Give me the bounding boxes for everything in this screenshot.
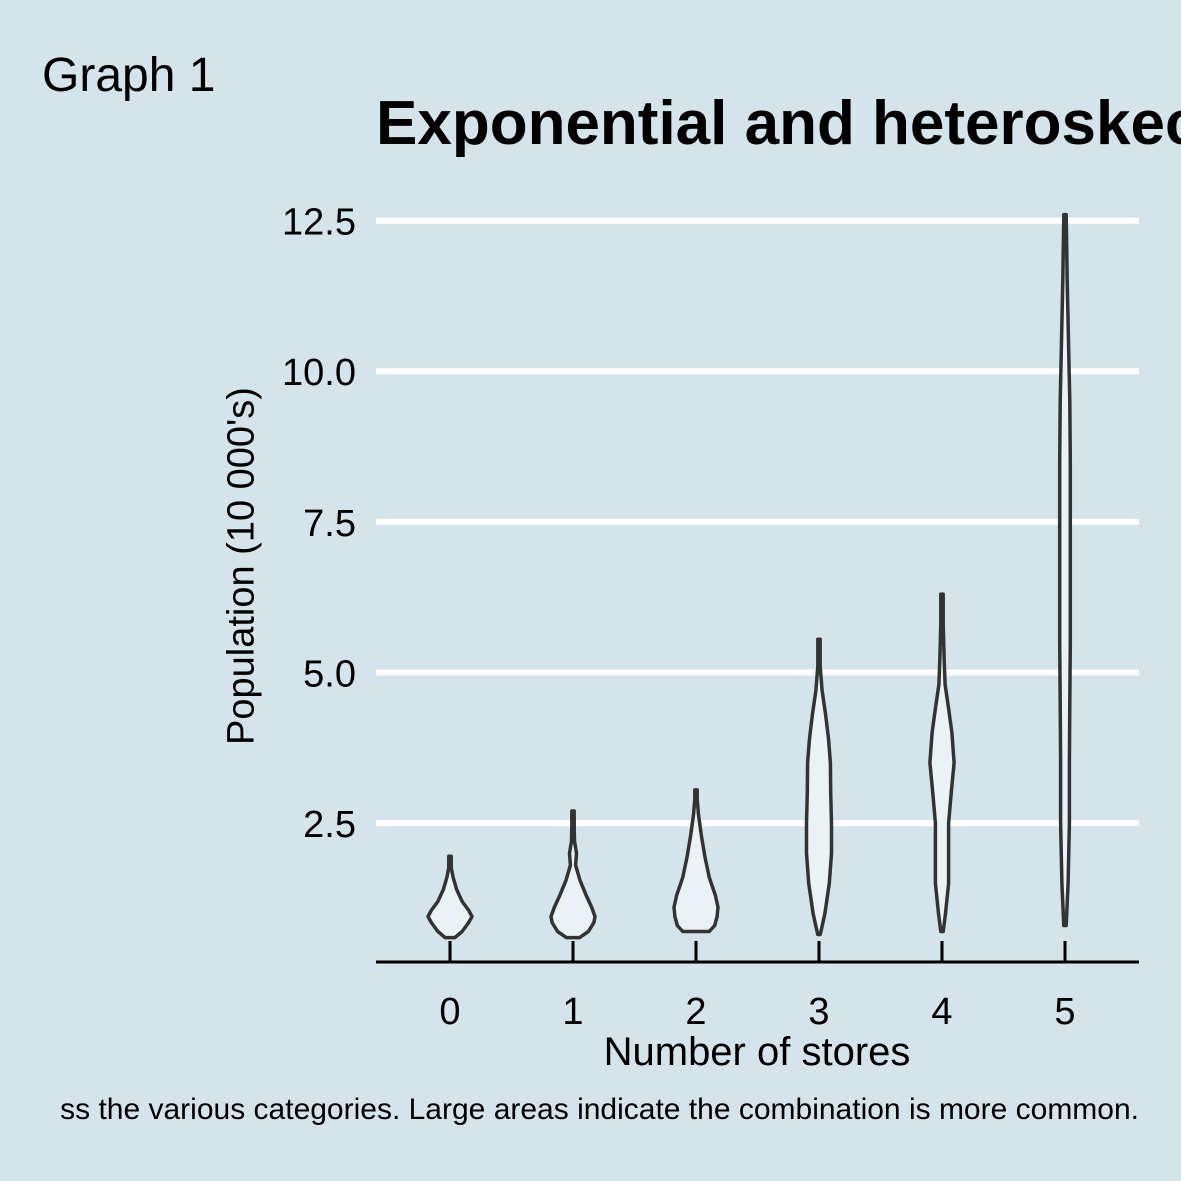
x-tick-label: 5 xyxy=(1054,991,1075,1033)
x-tick-label: 3 xyxy=(808,991,829,1033)
violin-2 xyxy=(672,788,720,934)
gridlines xyxy=(376,217,1139,827)
violin-5 xyxy=(1057,212,1073,928)
x-tick-label: 0 xyxy=(439,991,460,1033)
violin-3 xyxy=(804,637,834,937)
violin-1 xyxy=(549,809,597,940)
x-tick-label: 4 xyxy=(931,991,952,1033)
violins xyxy=(426,212,1073,940)
figure-caption: ss the various categories. Large areas i… xyxy=(60,1093,1139,1126)
y-tick-label: 7.5 xyxy=(303,503,356,545)
chart-title: Exponential and heteroskec xyxy=(376,89,1181,158)
graph-tag: Graph 1 xyxy=(42,49,216,102)
violin-0 xyxy=(426,854,474,940)
violin-4 xyxy=(928,592,956,934)
y-tick-label: 12.5 xyxy=(282,202,356,244)
y-tick-label: 10.0 xyxy=(282,352,356,394)
x-tick-label: 2 xyxy=(685,991,706,1033)
tick-labels: 2.5 5.0 7.5 10.0 12.5 0 1 2 3 4 5 xyxy=(282,202,1076,1033)
x-tick-label: 1 xyxy=(562,991,583,1033)
y-tick-label: 2.5 xyxy=(303,804,356,846)
x-axis xyxy=(376,941,1139,964)
x-axis-label: Number of stores xyxy=(603,1030,911,1074)
y-axis-label: Population (10 000's) xyxy=(220,387,263,745)
y-tick-label: 5.0 xyxy=(303,653,356,695)
